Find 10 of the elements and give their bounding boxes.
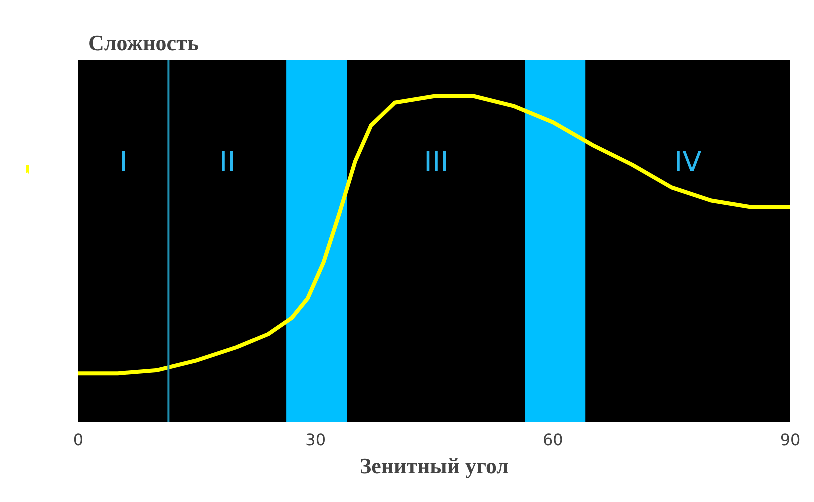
annotation: II <box>219 145 236 178</box>
x-tick-label: 0 <box>73 430 84 450</box>
annotation: IV <box>674 145 702 178</box>
x-tick-label: 30 <box>306 430 326 450</box>
annotation: I <box>119 145 128 178</box>
x-axis-title: Зенитный угол <box>360 454 510 478</box>
x-tick-label: 60 <box>542 430 564 450</box>
x-tick-label: 90 <box>780 430 801 450</box>
annotation: III <box>424 145 449 178</box>
chart-title: Сложность <box>88 30 200 56</box>
